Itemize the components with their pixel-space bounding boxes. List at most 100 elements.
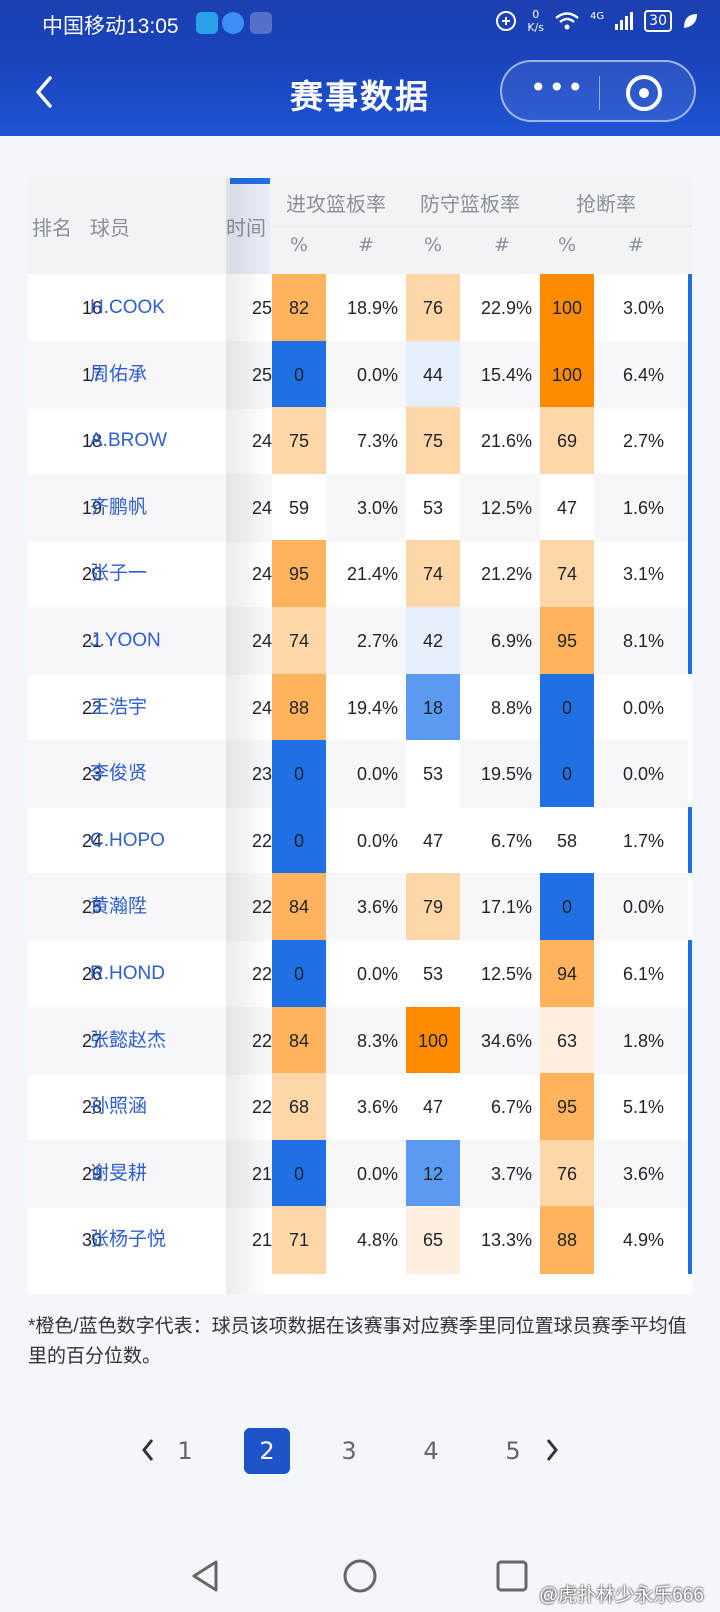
dreb-pct-cell: 53 <box>406 940 460 1008</box>
oreb-value-cell: 8.3% <box>356 1030 398 1051</box>
oreb-pct-cell: 88 <box>272 673 326 742</box>
player-name[interactable]: 张懿赵杰 <box>90 1029 167 1051</box>
system-nav-bar <box>0 1540 720 1612</box>
stl-pct-cell: 74 <box>540 540 594 609</box>
stl-value-cell: 8.1% <box>622 631 664 651</box>
rank-cell: 23 <box>81 764 102 785</box>
player-name[interactable]: R.HOND <box>90 963 165 984</box>
stl-value-cell: 5.1% <box>622 1097 664 1118</box>
minutes-cell: 23 <box>238 740 272 808</box>
row-edge-indicator <box>688 407 692 476</box>
oreb-pct-cell: 0 <box>272 806 326 875</box>
rank-cell: 29 <box>81 1163 102 1184</box>
oreb-value-cell: 0.0% <box>356 830 398 851</box>
player-name[interactable]: C.HOPO <box>90 829 165 851</box>
network-type: 4G <box>590 10 605 22</box>
page-5[interactable]: 5 <box>505 1437 521 1465</box>
table-row[interactable]: 16H.COOK 2582 76 100 18.9% 22.9% 3.0% <box>28 274 692 342</box>
rank-cell: 28 <box>81 1097 102 1118</box>
row-edge-indicator <box>688 340 692 409</box>
player-name[interactable]: 张杨子悦 <box>90 1229 167 1251</box>
dreb-value-cell: 6.9% <box>490 631 532 651</box>
player-name[interactable]: 周佑承 <box>90 363 148 385</box>
player-name[interactable]: 王浩宇 <box>90 696 148 718</box>
dreb-pct-cell: 53 <box>406 740 460 809</box>
more-icon[interactable]: ••• <box>530 71 586 104</box>
table-row[interactable]: 21J.YOON 2474 42 95 2.7% 6.9% 8.1% <box>28 607 692 675</box>
oreb-value-cell: 0.0% <box>356 964 398 984</box>
oreb-pct-cell: 59 <box>272 473 326 542</box>
header-minutes[interactable]: 时间 <box>226 212 266 241</box>
nav-recents-icon[interactable] <box>494 1558 530 1594</box>
player-name[interactable]: A.BROW <box>90 430 168 452</box>
page-1[interactable]: 1 <box>177 1437 193 1465</box>
player-name[interactable]: 黄瀚陞 <box>90 896 148 918</box>
player-name[interactable]: J.YOON <box>90 630 161 651</box>
dreb-value-cell: 34.6% <box>480 1030 532 1051</box>
minutes-cell: 24 <box>238 607 272 675</box>
table-row[interactable]: 18A.BROW247575697.3%21.6%2.7% <box>28 407 692 476</box>
rank-cell: 22 <box>81 697 102 718</box>
player-name[interactable]: 孙照涵 <box>90 1096 148 1118</box>
dreb-value-cell: 15.4% <box>480 364 532 385</box>
page-2[interactable]: 2 <box>244 1428 290 1474</box>
dreb-pct-cell: 42 <box>406 607 460 675</box>
sub-header-dreb-num: # <box>494 234 510 256</box>
minutes-cell: 24 <box>238 674 272 742</box>
row-edge-indicator <box>688 940 692 1008</box>
nav-home-icon[interactable] <box>342 1558 378 1594</box>
player-name[interactable]: 张子一 <box>90 563 148 585</box>
capsule-divider <box>599 76 600 110</box>
page-4[interactable]: 4 <box>423 1437 439 1465</box>
status-right: 0 K/s 4G 30 <box>495 8 698 34</box>
dreb-value-cell: 3.7% <box>490 1163 532 1184</box>
minutes-cell: 22 <box>238 873 272 941</box>
table-row[interactable]: 24C.HOPO 220 47 58 0.0% 6.7% 1.7% <box>28 806 692 875</box>
prev-page-icon[interactable] <box>136 1432 160 1468</box>
player-name[interactable]: H.COOK <box>90 297 165 318</box>
minutes-cell: 22 <box>238 1073 272 1141</box>
table-row[interactable]: 26R.HOND 220 53 94 0.0% 12.5% 6.1% <box>28 940 692 1008</box>
minutes-cell: 21 <box>238 1140 272 1208</box>
speed-unit: K/s <box>527 21 545 34</box>
row-edge-indicator <box>688 540 692 609</box>
network-speed: 0 K/s <box>527 8 544 34</box>
player-name[interactable]: 齐鹏帆 <box>90 496 148 518</box>
oreb-value-cell: 19.4% <box>346 697 398 718</box>
back-arrow-icon[interactable] <box>30 72 60 112</box>
player-name[interactable]: 李俊贤 <box>90 763 148 785</box>
close-mini-program-icon[interactable] <box>626 75 662 111</box>
row-edge-indicator <box>688 1139 692 1208</box>
table-row[interactable]: 23李俊贤2305300.0%19.5%0.0% <box>28 740 692 809</box>
minutes-cell: 25 <box>238 341 272 409</box>
stl-value-cell: 3.0% <box>622 298 664 318</box>
page-3[interactable]: 3 <box>341 1437 357 1465</box>
row-edge-indicator <box>688 274 692 342</box>
header-dreb[interactable]: 防守篮板率 <box>420 194 520 216</box>
header-stl[interactable]: 抢断率 <box>576 194 636 216</box>
minutes-sort-indicator <box>230 178 270 184</box>
header-oreb[interactable]: 进攻篮板率 <box>286 194 386 216</box>
sub-header-oreb-pct: % <box>290 234 309 256</box>
next-page-icon[interactable] <box>540 1432 564 1468</box>
nav-back-icon[interactable] <box>188 1558 224 1594</box>
stl-pct-cell: 58 <box>540 806 594 875</box>
dreb-value-cell: 21.2% <box>480 564 532 585</box>
oreb-pct-cell: 82 <box>272 274 326 342</box>
row-edge-indicator <box>688 873 692 942</box>
stats-table[interactable]: 排名 球员 进攻篮板率 防守篮板率 抢断率 % # % # % # 时间 16H… <box>28 178 692 1294</box>
minutes-cell: 24 <box>238 407 272 475</box>
rank-cell: 24 <box>81 830 102 851</box>
stl-value-cell: 1.6% <box>622 497 664 518</box>
stl-value-cell: 0.0% <box>622 764 664 785</box>
player-name[interactable]: 谢旻耕 <box>90 1162 148 1184</box>
